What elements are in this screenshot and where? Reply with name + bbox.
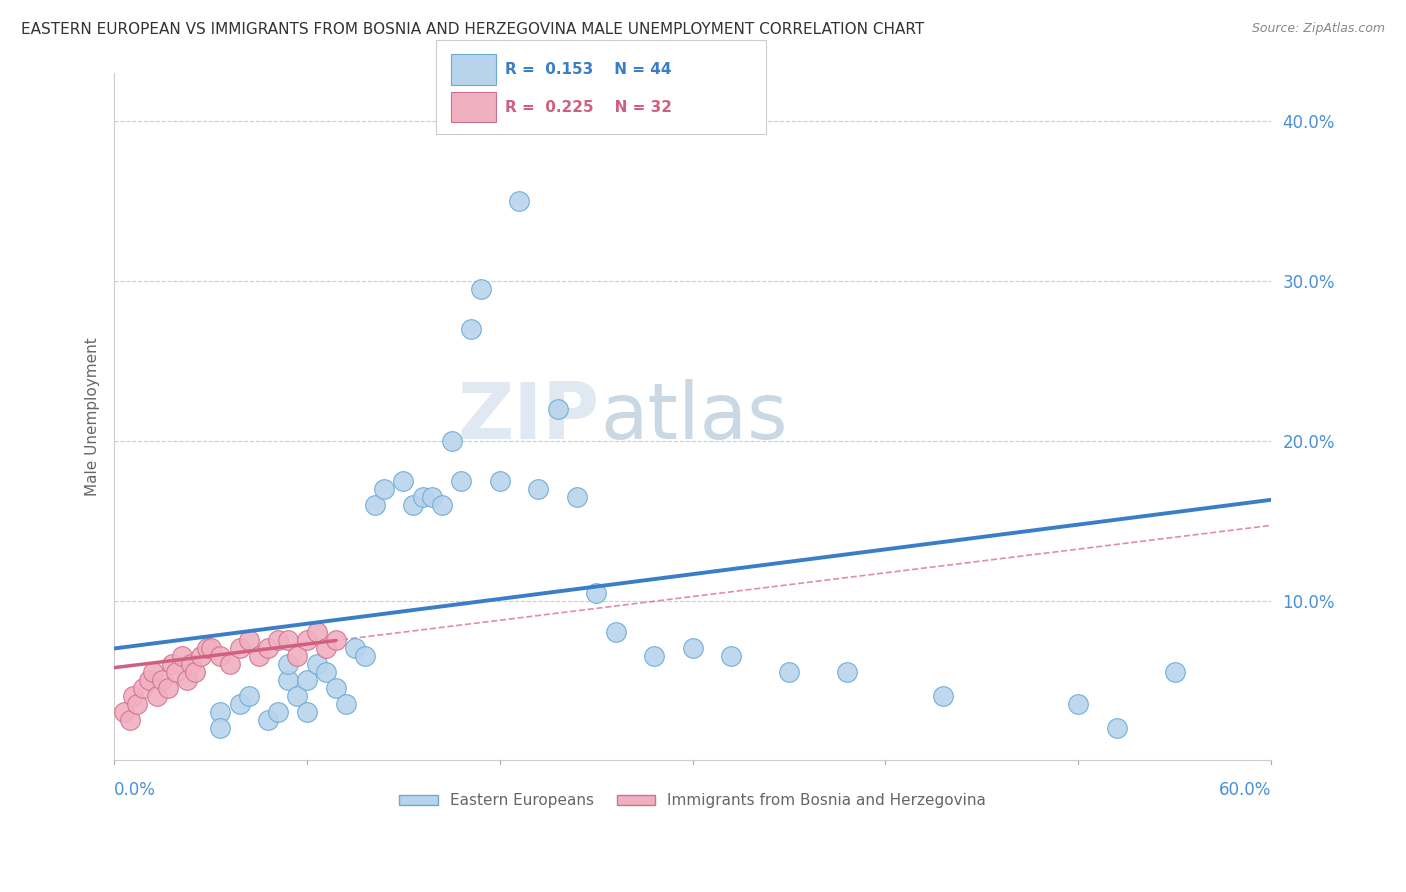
Point (835, 665, 858, 680)
Point (373, 482, 395, 496)
Text: R =  0.153    N = 44: R = 0.153 N = 44 (505, 62, 671, 77)
Point (470, 282, 492, 296)
Text: 60.0%: 60.0% (1219, 781, 1271, 799)
Point (209, 722, 232, 736)
Point (720, 649, 742, 664)
Point (325, 681, 347, 696)
Point (354, 649, 377, 664)
Point (363, 498, 385, 512)
Point (238, 690, 260, 704)
Point (565, 490, 588, 504)
Point (228, 641, 250, 656)
Point (508, 194, 530, 208)
Point (219, 657, 242, 672)
Point (257, 641, 280, 656)
Text: EASTERN EUROPEAN VS IMMIGRANTS FROM BOSNIA AND HERZEGOVINA MALE UNEMPLOYMENT COR: EASTERN EUROPEAN VS IMMIGRANTS FROM BOSN… (21, 22, 924, 37)
Point (209, 706, 232, 720)
Text: 0.0%: 0.0% (114, 781, 156, 799)
Point (170, 649, 193, 664)
Point (145, 690, 167, 704)
Point (180, 657, 202, 672)
Point (422, 490, 444, 504)
Point (112, 706, 135, 720)
Point (295, 673, 318, 688)
Text: R =  0.225    N = 32: R = 0.225 N = 32 (505, 100, 672, 114)
Point (315, 641, 337, 656)
Point (122, 690, 145, 704)
Point (127, 698, 149, 712)
Point (412, 490, 434, 504)
Point (209, 649, 232, 664)
Point (778, 665, 800, 680)
Point (277, 673, 299, 688)
Point (247, 649, 270, 664)
Point (932, 690, 955, 704)
Point (305, 657, 328, 672)
Point (142, 665, 165, 680)
Text: ZIP: ZIP (458, 379, 600, 455)
Point (287, 649, 309, 664)
Point (257, 714, 280, 728)
Point (344, 641, 367, 656)
Point (195, 641, 218, 656)
Point (267, 633, 290, 648)
Point (402, 498, 425, 512)
Point (176, 673, 198, 688)
Point (682, 641, 704, 656)
Point (157, 681, 180, 696)
Point (605, 625, 627, 640)
Point (277, 633, 299, 648)
Point (132, 681, 155, 696)
Text: atlas: atlas (600, 379, 787, 455)
Point (165, 665, 187, 680)
Point (430, 498, 453, 512)
Point (238, 633, 260, 648)
Point (267, 706, 290, 720)
Point (118, 714, 141, 728)
Point (1105, 722, 1128, 736)
Point (295, 633, 318, 648)
Text: Source: ZipAtlas.com: Source: ZipAtlas.com (1251, 22, 1385, 36)
Point (228, 698, 250, 712)
Point (547, 401, 569, 416)
Point (440, 434, 463, 448)
Point (335, 698, 357, 712)
Point (184, 665, 207, 680)
Point (138, 673, 160, 688)
Point (1164, 665, 1187, 680)
Point (277, 657, 299, 672)
Point (489, 474, 512, 488)
Y-axis label: Male Unemployment: Male Unemployment (86, 337, 100, 496)
Point (1067, 698, 1090, 712)
Legend: Eastern Europeans, Immigrants from Bosnia and Herzegovina: Eastern Europeans, Immigrants from Bosni… (394, 788, 993, 814)
Point (325, 633, 347, 648)
Point (190, 649, 212, 664)
Point (160, 657, 183, 672)
Point (295, 706, 318, 720)
Point (585, 585, 607, 599)
Point (527, 482, 550, 496)
Point (287, 690, 309, 704)
Point (450, 474, 472, 488)
Point (152, 673, 174, 688)
Point (643, 649, 665, 664)
Point (392, 474, 415, 488)
Point (460, 322, 482, 336)
Point (315, 665, 337, 680)
Point (305, 625, 328, 640)
Point (200, 641, 222, 656)
